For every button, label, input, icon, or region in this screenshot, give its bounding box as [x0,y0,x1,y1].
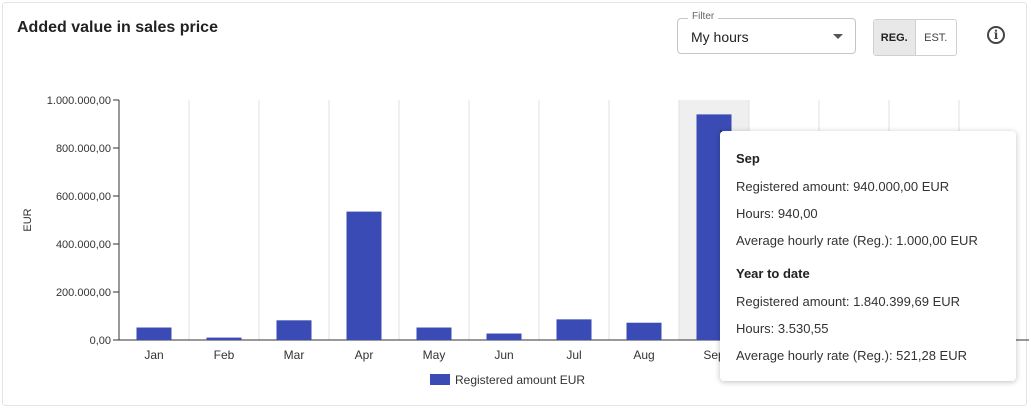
y-tick-label: 0,00 [90,335,111,347]
x-tick-label: Sep [703,348,725,362]
filter-select[interactable]: Filter My hours [677,11,856,54]
tooltip-ytd-avg-rate: Average hourly rate (Reg.): 521,28 EUR [736,348,967,363]
tooltip-hours: Hours: 940,00 [736,206,818,221]
y-tick-label: 600.000,00 [56,191,111,203]
bar-may [416,327,452,340]
x-tick-label: Aug [633,348,654,362]
toggle-reg-button[interactable]: REG. [874,20,916,55]
bar-jul [556,319,592,340]
bar-feb [206,337,242,340]
tooltip-ytd-hours: Hours: 3.530,55 [736,321,829,336]
reg-est-toggle: REG. EST. [873,19,957,56]
tooltip-avg-rate: Average hourly rate (Reg.): 1.000,00 EUR [736,233,978,248]
tooltip-ytd-reg-amount: Registered amount: 1.840.399,69 EUR [736,294,961,309]
bar-jan [136,327,172,340]
bar-aug [626,322,662,340]
x-tick-label: May [423,348,446,362]
bar-jun [486,333,522,340]
info-icon[interactable]: i [987,26,1005,44]
bar-mar [276,320,312,340]
y-tick-label: 400.000,00 [56,239,111,251]
legend-label: Registered amount EUR [455,373,585,387]
tooltip-month: Sep [736,151,760,166]
x-tick-label: Apr [355,348,374,362]
legend-swatch [430,374,450,385]
tooltip-ytd-title: Year to date [736,266,810,281]
filter-value: My hours [691,29,749,45]
page-title: Added value in sales price [17,19,218,36]
x-tick-label: Jul [566,348,581,362]
tooltip-reg-amount: Registered amount: 940.000,00 EUR [736,179,950,194]
x-tick-label: Mar [284,348,305,362]
filter-label: Filter [688,11,719,22]
toggle-est-button[interactable]: EST. [924,31,948,44]
bar-apr [346,211,382,340]
x-tick-label: Jun [494,348,513,362]
y-tick-label: 800.000,00 [56,143,111,155]
chart-tooltip: Sep Registered amount: 940.000,00 EUR Ho… [720,131,1016,381]
y-tick-label: 1.000.000,00 [47,95,111,107]
chevron-down-icon [833,34,843,39]
y-tick-label: 200.000,00 [56,287,111,299]
y-axis-label: EUR [22,208,34,231]
x-tick-label: Feb [214,348,235,362]
x-tick-label: Jan [144,348,163,362]
